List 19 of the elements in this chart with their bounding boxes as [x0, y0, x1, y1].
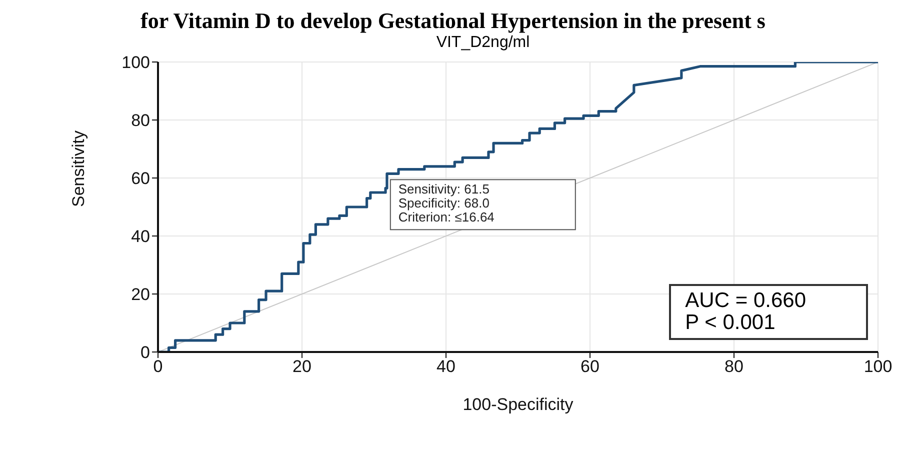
y-tick-label: 100: [122, 53, 150, 72]
y-tick-label: 0: [140, 343, 150, 362]
y-tick-label: 60: [131, 169, 150, 188]
callout-box: Sensitivity: 61.5 Specificity: 68.0 Criterion: ≤16.64: [390, 179, 576, 230]
x-axis-title: 100-Specificity: [462, 395, 574, 414]
x-tick-label: 80: [724, 357, 744, 376]
text-box: AUC = 0.660 P < 0.001: [669, 284, 868, 340]
x-tick-label: 100: [864, 357, 892, 376]
annotation: Sensitivity: 61.5 Specificity: 68.0 Criterion: ≤16.64: [398, 182, 494, 225]
x-tick-label: 20: [292, 357, 312, 376]
chart-subtitle: VIT_D2ng/ml: [435, 34, 531, 52]
y-tick-label: 40: [131, 227, 150, 246]
x-tick-label: 60: [580, 357, 600, 376]
x-tick-label: 0: [153, 357, 163, 376]
x-tick-label: 40: [436, 357, 456, 376]
y-tick-label: 20: [131, 285, 150, 304]
y-tick-label: 80: [131, 111, 150, 130]
chart-title: for Vitamin D to develop Gestational Hypertension in the present s: [140, 8, 766, 34]
y-axis-title: Sensitivity: [69, 130, 88, 207]
